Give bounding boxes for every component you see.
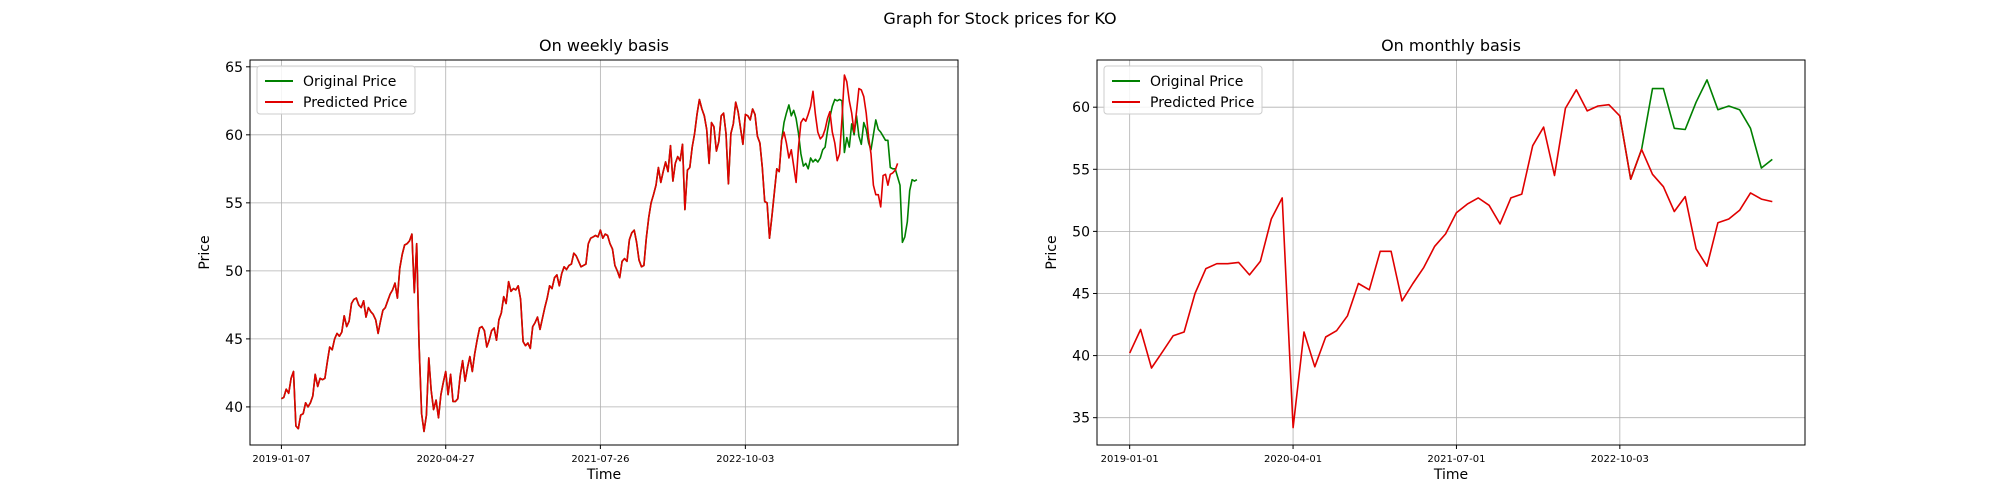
- y-tick-label: 60: [225, 128, 243, 144]
- x-tick-label: 2020-04-27: [417, 454, 475, 465]
- y-tick-label: 40: [1072, 349, 1090, 365]
- x-tick-label: 2022-10-03: [1591, 454, 1649, 465]
- legend: Original Price Predicted Price: [256, 65, 416, 115]
- x-tick-label: 2019-01-07: [252, 454, 310, 465]
- series-line-predicted-price: [1128, 89, 1773, 429]
- legend-label: Original Price: [1150, 74, 1243, 90]
- x-tick-label: 2022-10-03: [716, 454, 774, 465]
- chart-panel-1: 2019-01-07 2020-04-27 2021-07-26 2022-10-03…: [197, 36, 959, 483]
- grid-lines: [1097, 60, 1805, 445]
- legend-box: [1103, 65, 1263, 115]
- figure-suptitle: Graph for Stock prices for KO: [883, 9, 1116, 28]
- y-axis-label: Price: [1044, 235, 1060, 269]
- y-tick-label: 65: [225, 60, 243, 76]
- x-axis-label: Time: [1433, 467, 1468, 483]
- y-tick-label: 45: [225, 332, 243, 348]
- y-axis-label: Price: [197, 235, 213, 269]
- series-line-original-price: [1619, 79, 1773, 180]
- plot-frame: [249, 59, 959, 446]
- x-tick-label: 2021-07-01: [1427, 454, 1485, 465]
- series-line-predicted-price: [281, 74, 899, 433]
- legend-label: Original Price: [303, 74, 396, 90]
- y-tick-label: 45: [1072, 286, 1090, 302]
- chart-title: On weekly basis: [539, 36, 669, 55]
- legend-label: Predicted Price: [1150, 95, 1254, 111]
- legend-box: [256, 65, 416, 115]
- y-tick-label: 55: [1072, 162, 1090, 178]
- y-tick-label: 50: [1072, 224, 1090, 240]
- y-tick-label: 50: [225, 264, 243, 280]
- grid-lines: [250, 60, 958, 445]
- y-tick-label: 55: [225, 196, 243, 212]
- chart-title: On monthly basis: [1381, 36, 1521, 55]
- y-tick-label: 40: [225, 400, 243, 416]
- y-tick-label: 35: [1072, 411, 1090, 427]
- plot-area: [250, 60, 958, 445]
- x-tick-label: 2020-04-01: [1264, 454, 1322, 465]
- x-tick-label: 2019-01-01: [1101, 454, 1159, 465]
- x-axis-label: Time: [586, 467, 621, 483]
- chart-panel-2: 2019-01-01 2020-04-01 2021-07-01 2022-10-03…: [1044, 36, 1806, 483]
- legend-label: Predicted Price: [303, 95, 407, 111]
- x-tick-label: 2021-07-26: [571, 454, 629, 465]
- y-tick-label: 60: [1072, 100, 1090, 116]
- plot-frame: [1096, 59, 1806, 446]
- legend: Original Price Predicted Price: [1103, 65, 1263, 115]
